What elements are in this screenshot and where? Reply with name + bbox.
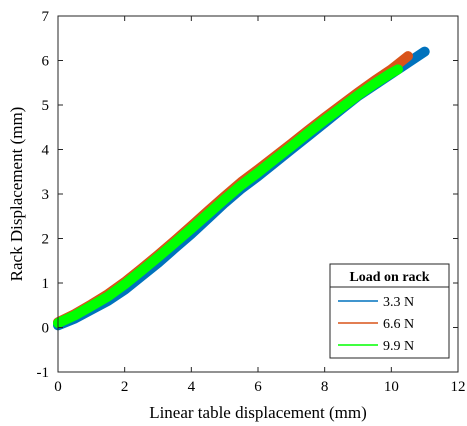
series-layer	[53, 46, 430, 331]
x-tick-label: 6	[254, 379, 262, 395]
legend-title: Load on rack	[349, 270, 429, 285]
legend: Load on rack 3.3 N 6.6 N 9.9 N	[329, 263, 450, 359]
y-tick-label: 0	[42, 321, 50, 337]
y-tick-label: 4	[42, 143, 50, 159]
x-tick-label: 4	[188, 379, 196, 395]
y-tick-label: 2	[42, 232, 50, 248]
y-tick-label: -1	[37, 365, 50, 381]
legend-label: 3.3 N	[383, 295, 414, 310]
y-tick-label: 6	[42, 54, 50, 70]
legend-label: 9.9 N	[383, 339, 414, 354]
y-tick-label: 3	[42, 187, 50, 203]
x-tick-label: 0	[54, 379, 62, 395]
x-tick-label: 10	[384, 379, 399, 395]
legend-items: 3.3 N 6.6 N 9.9 N	[338, 295, 414, 354]
legend-label: 6.6 N	[383, 317, 414, 332]
y-axis-label: Rack Displacement (mm)	[7, 107, 26, 282]
x-tick-label: 8	[321, 379, 329, 395]
y-tick-label: 1	[42, 276, 50, 292]
x-tick-label: 2	[121, 379, 129, 395]
y-tick-label: 7	[42, 9, 50, 25]
legend-box	[329, 263, 450, 359]
x-axis-label: Linear table displacement (mm)	[149, 403, 367, 422]
y-tick-label: 5	[42, 98, 50, 114]
series-line-3	[57, 68, 399, 325]
x-tick-label: 12	[451, 379, 466, 395]
